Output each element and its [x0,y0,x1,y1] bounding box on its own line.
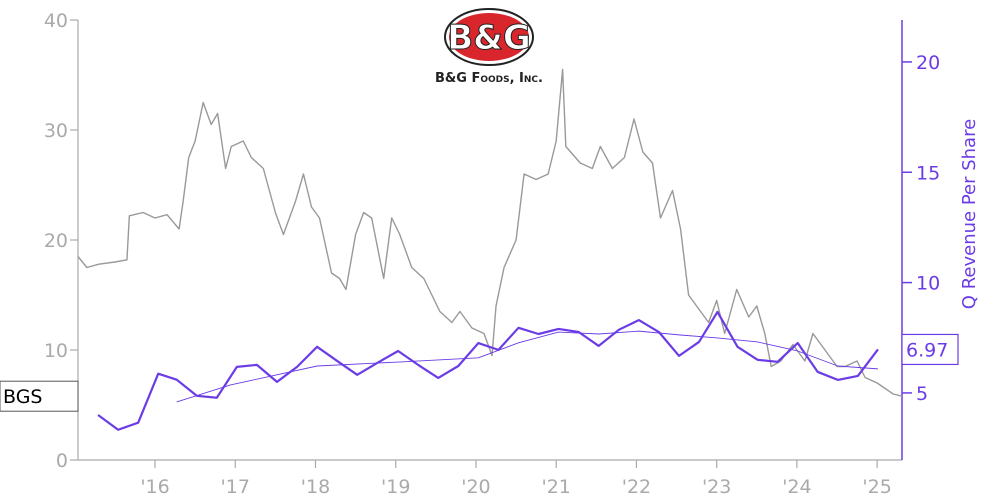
logo-mark: B&G [447,18,530,58]
x-tick-label: '16 [140,476,169,498]
logo-caption: B&G Foods, Inc. [435,71,543,86]
x-tick-label: '20 [461,476,490,498]
y-tick-label: 30 [44,120,68,142]
x-tick-label: '22 [622,476,651,498]
y-tick-label: 20 [44,230,68,252]
x-tick-label: '17 [221,476,250,498]
logo: B&G B&G Foods, Inc. [435,8,543,86]
last-value-box [901,333,959,366]
series-line [176,330,878,403]
series-line [77,68,903,397]
y-tick-label: 40 [44,10,68,32]
y-tick-label: 0 [56,450,68,472]
y2-tick-label: 5 [916,383,928,405]
y2-tick-label: 20 [916,52,940,74]
y2-axis-label: Q Revenue Per Share [959,119,980,309]
ticker-label: BGS [3,386,42,408]
y2-tick-label: 10 [916,273,940,295]
y-tick-label: 10 [44,340,68,362]
x-tick-label: '21 [541,476,570,498]
x-tick-label: '25 [862,476,891,498]
x-tick-label: '24 [782,476,811,498]
y2-tick-label: 15 [916,162,940,184]
series-line [97,310,879,431]
x-tick-label: '23 [702,476,731,498]
ticker-box [0,380,79,412]
logo-badge-inner [449,13,529,61]
last-value-label: 6.97 [906,339,948,361]
x-tick-label: '19 [381,476,410,498]
x-tick-label: '18 [301,476,330,498]
